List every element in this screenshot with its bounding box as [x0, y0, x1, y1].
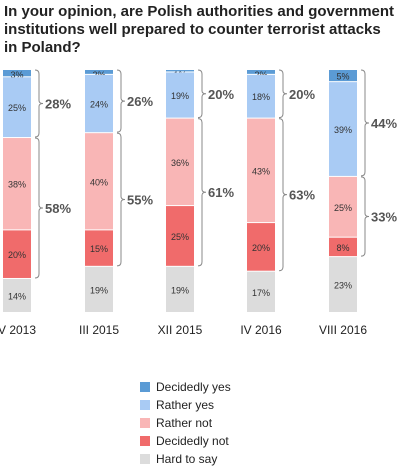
bracket	[197, 118, 207, 267]
chart-legend: Decidedly yes Rather yes Rather not Decided…	[140, 378, 231, 468]
legend-label: Hard to say	[156, 452, 218, 466]
legend-swatch	[140, 436, 150, 446]
bracket	[278, 69, 288, 119]
legend-label: Decidedly yes	[156, 380, 231, 394]
bracket	[360, 69, 370, 177]
bar-segment	[247, 118, 275, 223]
bar-segment	[329, 257, 357, 312]
bar-segment	[3, 230, 31, 278]
data-label: 24%	[90, 100, 108, 110]
data-label: 19%	[171, 285, 189, 295]
bar-segment	[166, 70, 194, 72]
data-label: 39%	[334, 125, 352, 135]
category-label: VIII 2016	[319, 323, 367, 337]
bar-segment	[3, 77, 31, 138]
bar-segment	[166, 206, 194, 266]
legend-label: Rather not	[156, 416, 213, 430]
bracket	[34, 137, 44, 279]
bar-segment	[3, 278, 31, 312]
bar-segment	[247, 74, 275, 118]
data-label: 17%	[252, 288, 270, 298]
bar-segment	[85, 133, 113, 230]
data-label: 38%	[8, 180, 26, 190]
category-label: V 2013	[0, 323, 36, 337]
legend-label: Rather yes	[156, 398, 215, 412]
bracket	[116, 132, 126, 267]
stacked-bar-chart: 3%25%38%20%14%V 201328%58%2%24%40%15%19%…	[0, 69, 397, 337]
bar-segment	[85, 74, 113, 133]
legend-item: Rather not	[140, 414, 231, 432]
data-label: 19%	[90, 285, 108, 295]
total-yes-label: 26%	[127, 94, 153, 109]
data-label: 5%	[336, 72, 349, 82]
legend-swatch	[140, 454, 150, 464]
legend-item: Decidedly yes	[140, 378, 231, 396]
bar-segment	[329, 237, 357, 257]
data-label: 15%	[90, 244, 108, 254]
total-not-label: 63%	[289, 188, 315, 203]
total-not-label: 33%	[371, 210, 397, 225]
bar-segment	[166, 118, 194, 206]
category-label: III 2015	[79, 323, 119, 337]
legend-item: Hard to say	[140, 450, 231, 468]
total-yes-label: 44%	[371, 116, 397, 131]
data-label: 8%	[336, 243, 349, 253]
data-label: 25%	[8, 103, 26, 113]
bar-segment	[3, 70, 31, 77]
total-yes-label: 28%	[45, 97, 71, 112]
data-label: 23%	[334, 281, 352, 291]
data-label: 19%	[171, 91, 189, 101]
bar-segment	[247, 271, 275, 312]
bar-segment	[329, 82, 357, 176]
legend-item: Decidedly not	[140, 432, 231, 450]
bracket	[34, 69, 44, 138]
data-label: 25%	[334, 203, 352, 213]
legend-swatch	[140, 418, 150, 428]
total-not-label: 61%	[208, 185, 234, 200]
total-yes-label: 20%	[208, 87, 234, 102]
data-label: 3%	[10, 70, 23, 80]
bar-segment	[329, 176, 357, 237]
bar-segment	[329, 70, 357, 82]
bar-segment	[85, 230, 113, 266]
bar-segment	[85, 70, 113, 74]
total-not-label: 58%	[45, 201, 71, 216]
legend-swatch	[140, 382, 150, 392]
data-label: 36%	[171, 158, 189, 168]
data-label: 20%	[252, 243, 270, 253]
bracket	[116, 69, 126, 133]
bracket	[360, 176, 370, 257]
data-label: 14%	[8, 291, 26, 301]
bracket	[197, 69, 207, 119]
chart-title: In your opinion, are Polish authorities …	[4, 3, 395, 56]
bar-segment	[247, 223, 275, 271]
bar-segment	[3, 138, 31, 230]
legend-swatch	[140, 400, 150, 410]
data-label: 40%	[90, 177, 108, 187]
total-not-label: 55%	[127, 193, 153, 208]
data-label: 20%	[8, 250, 26, 260]
legend-label: Decidedly not	[156, 434, 229, 448]
bracket	[278, 118, 288, 272]
data-label: 43%	[252, 166, 270, 176]
bar-segment	[247, 70, 275, 74]
bar-segment	[85, 266, 113, 312]
legend-item: Rather yes	[140, 396, 231, 414]
data-label: 18%	[252, 92, 270, 102]
total-yes-label: 20%	[289, 87, 315, 102]
bar-segment	[166, 266, 194, 312]
data-label: 25%	[171, 232, 189, 242]
category-label: IV 2016	[240, 323, 282, 337]
category-label: XII 2015	[158, 323, 203, 337]
bar-segment	[166, 72, 194, 118]
